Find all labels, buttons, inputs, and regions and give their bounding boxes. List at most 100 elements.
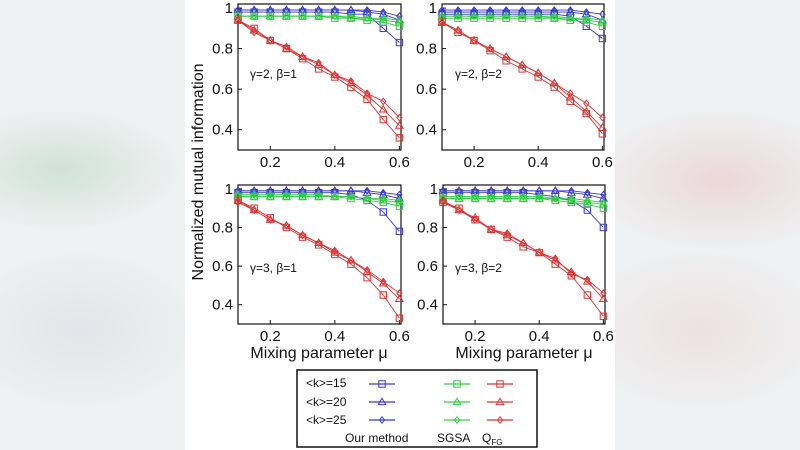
data-point <box>299 12 306 21</box>
data-point <box>471 215 479 224</box>
series-line <box>238 194 400 201</box>
series-line <box>238 196 400 203</box>
data-point <box>331 12 339 21</box>
series-qfg-diamond <box>234 16 403 122</box>
data-point <box>315 12 322 21</box>
data-point <box>534 73 542 81</box>
data-point <box>518 65 526 73</box>
data-point <box>363 14 371 23</box>
data-point <box>550 83 558 91</box>
legend-triangle-marker <box>495 397 505 406</box>
data-point <box>249 25 259 34</box>
series-qfg-diamond <box>234 198 403 298</box>
data-point <box>438 18 446 27</box>
plot-area <box>237 3 402 151</box>
data-point <box>396 16 403 25</box>
data-point <box>552 254 559 263</box>
data-point <box>379 291 387 299</box>
data-point <box>584 188 591 197</box>
data-point <box>486 44 494 53</box>
data-point <box>347 260 355 268</box>
panel-2: 0.2 0.4 0.6 1 0.8 0.6 0.4 γ=2, β=2 <box>416 0 613 171</box>
y-tick-label: 0.8 <box>212 219 233 236</box>
data-point <box>396 289 403 298</box>
data-point <box>250 12 258 21</box>
data-point <box>599 16 606 25</box>
data-point <box>581 106 591 115</box>
data-point <box>283 221 290 230</box>
data-point <box>535 190 543 199</box>
y-tick-label: 0.6 <box>417 258 438 275</box>
x-tick-label: 0.6 <box>389 154 410 171</box>
data-point <box>331 246 339 255</box>
data-point <box>598 294 608 303</box>
data-point <box>503 192 511 201</box>
series-line <box>238 15 400 21</box>
plot-area <box>237 184 402 325</box>
legend-diamond-marker <box>378 415 386 425</box>
data-point <box>250 206 258 215</box>
x-tick-label: 0.2 <box>464 154 485 171</box>
x-tick-label: 0.2 <box>465 328 486 345</box>
data-point <box>363 89 371 98</box>
data-point <box>535 68 542 77</box>
data-point <box>551 79 558 88</box>
legend-diamond-marker <box>453 415 461 425</box>
series-line <box>237 19 400 139</box>
data-point <box>396 196 403 205</box>
legend-diamond-marker <box>496 415 504 425</box>
series-line <box>237 19 400 126</box>
legend-triangle-marker <box>452 397 462 406</box>
data-point <box>599 113 606 122</box>
series-line <box>237 201 400 294</box>
plot-area <box>442 184 606 325</box>
data-point <box>455 206 463 215</box>
legend-qfg-sub: FG <box>491 438 502 447</box>
data-point <box>470 213 480 221</box>
data-point <box>347 77 355 86</box>
data-point <box>315 238 322 247</box>
data-point <box>380 194 387 203</box>
data-point <box>584 275 591 284</box>
legend-k-25: <k>=25 <box>306 413 347 427</box>
data-point <box>486 12 494 21</box>
data-point <box>568 269 575 278</box>
data-point <box>299 52 306 61</box>
data-point <box>502 12 510 21</box>
x-tick-label: 0.6 <box>593 328 614 345</box>
series-line <box>238 9 400 17</box>
y-tick-label: 0.6 <box>212 81 233 98</box>
y-tick-label: 0.8 <box>416 41 437 58</box>
data-point <box>283 186 290 195</box>
series-qfg-diamond <box>438 18 606 122</box>
data-point <box>363 6 371 15</box>
panel-annotation: γ=2, β=1 <box>250 67 297 81</box>
data-point <box>584 196 591 205</box>
data-point <box>233 195 243 204</box>
legend-k-15: <k>=15 <box>306 376 347 390</box>
data-point <box>487 192 495 201</box>
panel-1: 0.2 0.4 0.6 1 0.8 0.6 0.4 γ=2, β=1 <box>212 0 410 171</box>
x-tick-label: 0.6 <box>592 154 613 171</box>
data-point <box>519 243 527 251</box>
x-tick-label: 0.4 <box>528 154 549 171</box>
data-point <box>502 57 510 65</box>
y-tick-label: 0.8 <box>417 219 438 236</box>
data-point <box>597 122 607 131</box>
series-sgsa-diamond <box>439 192 607 207</box>
legend: <k>=15 <k>=20 <k>=25 Our method SGSA QFG <box>296 369 538 448</box>
y-tick-label: 0.8 <box>212 41 233 58</box>
legend-square-marker <box>453 380 461 388</box>
series-line <box>442 201 604 294</box>
y-tick-label: 0.4 <box>417 297 438 314</box>
data-point <box>518 12 526 21</box>
data-point <box>583 291 592 299</box>
data-point <box>567 14 574 23</box>
y-tick-label: 0.4 <box>212 122 233 139</box>
y-tick-label: 0.6 <box>212 258 233 275</box>
data-point <box>470 36 478 45</box>
legend-square-marker <box>378 380 386 388</box>
data-point <box>250 190 258 199</box>
data-point <box>536 192 543 201</box>
series-line <box>443 196 604 203</box>
